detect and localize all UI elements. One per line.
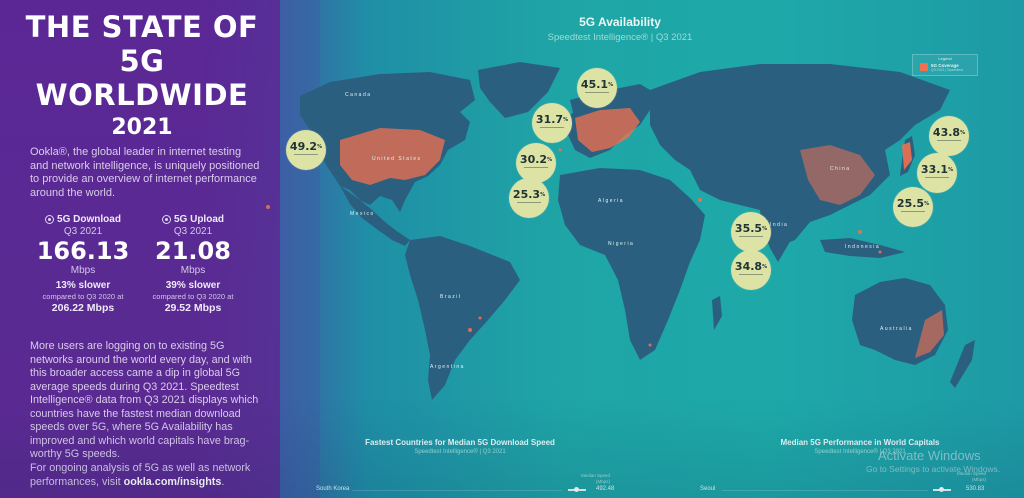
- speed-stats: 5G Download Q3 2021 166.13 Mbps 13% slow…: [28, 214, 248, 314]
- download-value: 166.13: [36, 237, 130, 265]
- bubble-value: 25.5: [896, 197, 925, 210]
- label-australia: Australia: [880, 326, 913, 332]
- bubble-value: 33.1: [920, 163, 949, 176]
- upload-value: 21.08: [155, 237, 231, 265]
- download-change: 13% slower: [55, 280, 111, 291]
- download-period: Q3 2021: [63, 226, 103, 237]
- capitals-title: Median 5G Performance in World Capitals: [780, 438, 940, 447]
- legend-label: 5G Coverage: [931, 63, 959, 68]
- legend-sub: Q3 2021 | Speedtest: [931, 68, 964, 72]
- download-stat: 5G Download Q3 2021 166.13 Mbps 13% slow…: [28, 214, 138, 314]
- label-mexico: Mexico: [350, 211, 375, 217]
- left-panel: [0, 0, 280, 498]
- fastest-median-header: Median Speed (Mbps): [580, 473, 610, 484]
- capitals-row-name: Seoul: [700, 486, 716, 492]
- upload-period: Q3 2021: [173, 226, 213, 237]
- download-circle-icon: [45, 215, 55, 224]
- watermark-line-2: Go to Settings to activate Windows.: [866, 464, 1001, 474]
- world-map: United States Brazil Australia India Ind…: [266, 62, 975, 400]
- fastest-row-value: 492.48: [596, 486, 615, 492]
- download-compare: compared to Q3 2020 at: [42, 292, 124, 301]
- map-subtitle: Speedtest Intelligence® | Q3 2021: [547, 32, 693, 43]
- intro-text: Ookla®, the global leader in internet te…: [30, 146, 260, 199]
- capitals-subtitle: Speedtest Intelligence® | Q3 2021: [814, 449, 906, 455]
- availability-bubble: 35.5%: [731, 212, 771, 252]
- label-china: China: [830, 166, 851, 172]
- cta-text: For ongoing analysis of 5G as well as ne…: [30, 462, 262, 489]
- availability-bubble: 25.5%: [893, 187, 933, 227]
- capitals-section: Median 5G Performance in World Capitals …: [760, 438, 960, 455]
- availability-bubble: 34.8%: [731, 250, 771, 290]
- label-nigeria: Nigeria: [608, 241, 634, 247]
- bubble-value: 49.2: [289, 140, 318, 153]
- label-brazil: Brazil: [440, 294, 462, 300]
- capitals-row-track: [722, 490, 928, 491]
- label-canada: Canada: [345, 92, 372, 98]
- watermark-line-1: Activate Windows: [878, 448, 981, 463]
- download-unit: Mbps: [70, 265, 96, 276]
- bubble-value: 35.5: [734, 222, 763, 235]
- map-legend: Legend 5G Coverage Q3 2021 | Speedtest: [912, 54, 978, 76]
- panel-gradient: [200, 0, 320, 498]
- bubble-value: 45.1: [580, 78, 609, 91]
- label-argentina: Argentina: [430, 364, 465, 370]
- label-india: India: [770, 222, 788, 228]
- availability-bubble: 33.1%: [917, 153, 957, 193]
- map-title: 5G Availability: [579, 15, 661, 29]
- legend-swatch: [920, 63, 928, 71]
- page-title: THE STATE OF 5G WORLDWIDE 2021: [22, 10, 262, 142]
- cta-suffix: .: [221, 475, 225, 488]
- upload-stat: 5G Upload Q3 2021 21.08 Mbps 39% slower …: [138, 214, 248, 314]
- upload-compare: compared to Q3 2020 at: [152, 292, 234, 301]
- upload-change: 39% slower: [165, 280, 221, 291]
- label-us: United States: [372, 156, 422, 162]
- fastest-row-track: [352, 490, 562, 491]
- availability-bubble: 30.2%: [516, 143, 556, 183]
- bubble-value: 31.7: [535, 113, 564, 126]
- availability-bubble: 45.1%: [577, 68, 617, 108]
- bubble-value: 34.8: [734, 260, 763, 273]
- label-indonesia: Indonesia: [845, 244, 880, 250]
- availability-bubble: 25.3%: [509, 178, 549, 218]
- title-year: 2021: [111, 115, 173, 140]
- availability-bubble: 43.8%: [929, 116, 969, 156]
- title-line-2: 5G WORLDWIDE: [35, 44, 249, 112]
- availability-bubble: 31.7%: [532, 103, 572, 143]
- capitals-row-value: 530.83: [966, 486, 985, 492]
- fastest-row-name: South Korea: [316, 486, 350, 492]
- fastest-countries-section: Fastest Countries for Median 5G Download…: [340, 438, 580, 455]
- legend-title: Legend: [938, 56, 952, 61]
- map-title-block: 5G Availability Speedtest Intelligence® …: [520, 15, 720, 43]
- fastest-countries-subtitle: Speedtest Intelligence® | Q3 2021: [414, 449, 506, 455]
- label-algeria: Algeria: [598, 198, 624, 204]
- fastest-countries-title: Fastest Countries for Median 5G Download…: [365, 438, 555, 447]
- capitals-row-slider[interactable]: [933, 487, 951, 492]
- title-line-1: THE STATE OF: [25, 10, 259, 44]
- upload-unit: Mbps: [180, 265, 206, 276]
- bubble-value: 25.3: [512, 188, 541, 201]
- upload-circle-icon: [161, 215, 171, 224]
- activate-windows-watermark: Activate Windows Go to Settings to activ…: [866, 448, 1000, 474]
- upload-label: 5G Upload: [173, 214, 224, 225]
- insights-link[interactable]: ookla.com/insights: [123, 475, 222, 488]
- fastest-row-slider[interactable]: [568, 487, 586, 492]
- capitals-median-header: Median Speed (Mbps): [956, 471, 986, 482]
- body-text: More users are logging on to existing 5G…: [30, 340, 259, 460]
- bubble-value: 43.8: [932, 126, 961, 139]
- cta-prefix: For ongoing analysis of 5G as well as ne…: [30, 462, 251, 488]
- download-previous: 206.22 Mbps: [51, 302, 115, 314]
- availability-bubble: 49.2%: [286, 130, 326, 170]
- bubble-value: 30.2: [519, 153, 548, 166]
- download-label: 5G Download: [57, 214, 121, 225]
- upload-previous: 29.52 Mbps: [164, 302, 222, 314]
